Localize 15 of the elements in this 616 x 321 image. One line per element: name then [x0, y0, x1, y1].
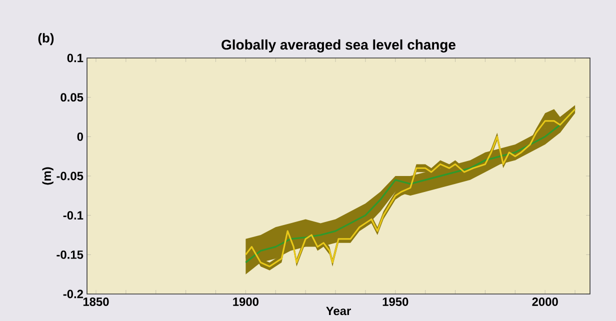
x-tick-label: 1850	[83, 298, 109, 306]
y-tick-label: 0	[77, 132, 83, 141]
y-axis-title: (m)	[42, 167, 54, 185]
y-tick-label: -0.15	[56, 250, 84, 259]
text: (b)	[38, 33, 54, 46]
x-tick-label: 2000	[532, 298, 558, 306]
y-tick-label: -0.1	[63, 211, 84, 220]
x-tick-label: 1900	[233, 298, 258, 306]
y-tick-label: -0.2	[63, 290, 84, 298]
x-tick-label: 1950	[382, 298, 408, 306]
y-tick-label: 0.05	[60, 93, 84, 102]
chart-title: Globally averaged sea level change	[222, 39, 456, 52]
y-tick-label: -0.05	[56, 172, 84, 180]
x-axis-title: Year	[326, 306, 351, 316]
y-tick-label: 0.1	[67, 54, 84, 62]
